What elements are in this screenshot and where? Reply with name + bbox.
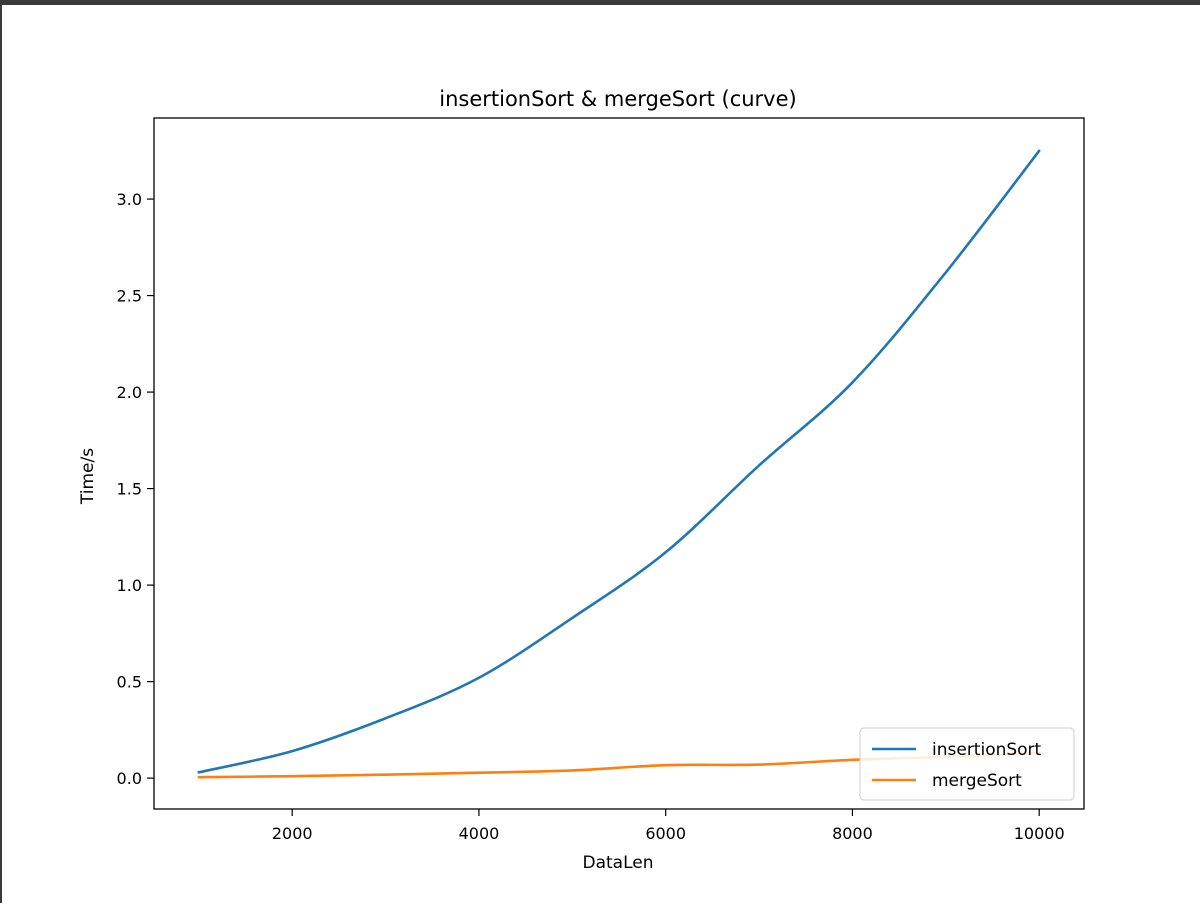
x-tick-label: 6000 — [645, 824, 686, 843]
x-tick-label: 10000 — [1014, 824, 1065, 843]
x-tick-label: 8000 — [832, 824, 873, 843]
y-tick-label: 1.5 — [117, 480, 142, 499]
y-tick-label: 0.5 — [117, 673, 142, 692]
x-axis-label: DataLen — [583, 853, 654, 873]
axes-frame — [153, 117, 1085, 810]
line-chart: insertionSort & mergeSort (curve) 2000 40… — [78, 87, 1085, 873]
plot-background — [154, 118, 1084, 809]
plot-area — [154, 118, 1084, 809]
y-tick-label: 1.0 — [117, 576, 142, 595]
legend-label-insertionSort: insertionSort — [932, 740, 1042, 760]
series-line-insertionSort — [197, 149, 1041, 774]
legend-label-mergeSort: mergeSort — [932, 771, 1022, 791]
y-tick-label: 3.0 — [117, 190, 142, 209]
x-tick-label: 2000 — [272, 824, 313, 843]
y-tick-label: 2.5 — [117, 287, 142, 306]
legend: insertionSort mergeSort — [859, 727, 1075, 801]
y-tick-label: 0.0 — [117, 769, 142, 788]
legend-box — [859, 727, 1075, 801]
axes-layer: 2000 4000 6000 8000 10000 0.0 0.5 1.0 1.5 2.0 2.5 3… — [117, 117, 1085, 843]
y-tick-label: 2.0 — [117, 383, 142, 402]
chart-title: insertionSort & mergeSort (curve) — [439, 87, 796, 111]
y-axis-label: Time/s — [78, 448, 98, 505]
x-tick-label: 4000 — [459, 824, 500, 843]
